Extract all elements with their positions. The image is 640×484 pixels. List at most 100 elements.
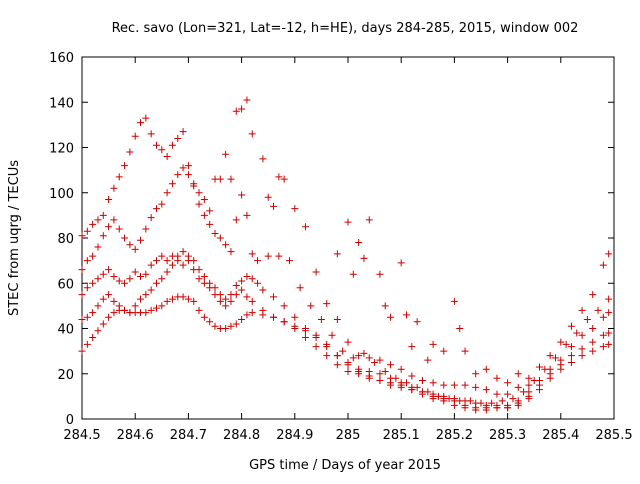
y-tick-label: 80 [57,232,74,247]
data-point [99,320,107,328]
data-point [339,347,347,355]
data-point [429,379,437,387]
data-point [482,406,490,414]
data-point [599,313,607,321]
data-point [360,254,368,262]
data-point [270,202,278,210]
x-tick-label: 285.2 [436,428,473,443]
data-point [307,302,315,310]
data-point [578,345,586,353]
data-point [424,356,432,364]
data-point [605,309,613,317]
data-point [551,354,559,362]
x-tick-label: 285 [336,428,361,443]
data-point [184,295,192,303]
data-point [99,232,107,240]
data-point [174,252,182,260]
data-point [168,295,176,303]
data-point [158,275,166,283]
data-point [243,293,251,301]
data-point [184,257,192,265]
data-point [126,148,134,156]
data-point [461,381,469,389]
data-point [323,352,331,360]
data-point [137,272,145,280]
data-point [179,164,187,172]
data-point [110,216,118,224]
data-point [190,266,198,274]
y-tick-label: 20 [57,368,74,383]
x-tick-label: 284.9 [276,428,313,443]
data-point [248,309,256,317]
data-point [243,211,251,219]
data-point [227,297,235,305]
data-point [142,225,150,233]
data-point [211,229,219,237]
data-point [376,377,384,385]
data-point [232,107,240,115]
data-point [83,257,91,265]
data-point [605,295,613,303]
data-point [121,279,129,287]
data-point [498,397,506,405]
data-point [200,313,208,321]
data-point [397,259,405,267]
data-point [291,325,299,332]
x-tick-label: 285.5 [595,428,632,443]
data-point [482,365,490,373]
data-point [147,130,155,138]
data-point [248,250,256,258]
data-point [365,216,373,224]
data-point [355,352,363,360]
data-point [333,315,341,323]
data-point [461,347,469,355]
x-tick-label: 284.6 [117,428,154,443]
data-point [567,352,575,360]
data-point [429,340,437,348]
data-point [126,241,134,249]
data-point [605,340,613,348]
data-point [589,325,597,332]
data-point [163,153,171,161]
data-point [387,361,395,369]
data-point [126,275,134,283]
data-point [381,302,389,310]
data-point [360,349,368,357]
data-point [408,343,416,351]
data-point [605,329,613,337]
data-point [536,363,544,371]
data-point [190,297,198,305]
data-point [115,225,123,233]
data-point [450,401,458,409]
data-point [147,214,155,222]
data-point [599,343,607,351]
data-point [567,322,575,330]
y-axis-label: STEC from uqrg / TECUs [7,160,22,316]
data-point [472,399,480,407]
data-point [418,390,426,398]
data-point [238,191,246,199]
data-point [408,372,416,380]
data-point [280,302,288,310]
data-point [131,268,139,276]
x-tick-label: 285.3 [489,428,526,443]
data-point [158,200,166,208]
data-point [243,96,251,104]
data-point [94,302,102,310]
data-point [333,361,341,369]
data-point [408,386,416,394]
data-point [355,239,363,247]
data-point [99,211,107,219]
data-point [301,334,309,342]
data-point [179,128,187,136]
data-point [418,377,426,385]
data-point [195,200,203,208]
data-point [472,370,480,378]
data-point [137,119,145,127]
y-tick-label: 60 [57,277,74,292]
data-point [121,162,129,170]
data-point [200,279,208,287]
data-point [163,257,171,265]
data-point [195,275,203,283]
axes-layer: 284.5 284.6 284.7 284.8 284.9 285 285.1 285.2 28… [49,51,632,443]
